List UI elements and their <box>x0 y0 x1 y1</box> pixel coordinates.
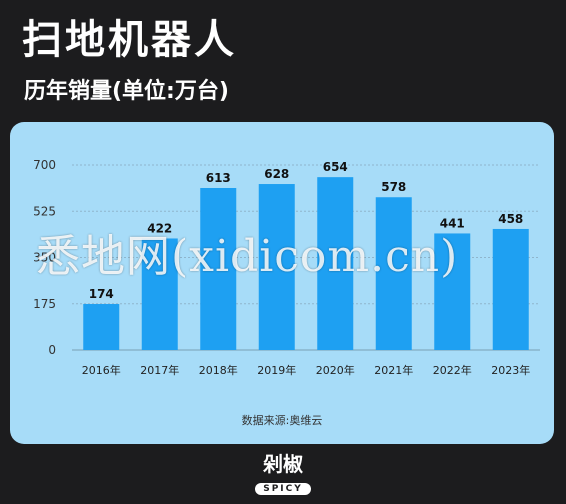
x-tick-label: 2016年 <box>82 363 121 377</box>
bar <box>258 184 295 350</box>
bar <box>200 187 237 350</box>
bar <box>141 238 178 350</box>
bar-chart: 0 175 350 525 700 174 2016年 422 2017年 613 2018年 628… <box>33 158 540 377</box>
chart-title: 扫地机器人 <box>22 17 237 63</box>
bar <box>434 233 471 350</box>
bar <box>317 177 354 350</box>
x-tick-label: 2021年 <box>374 363 413 377</box>
data-source: 数据来源:奥维云 <box>241 414 323 427</box>
data-label: 578 <box>381 180 406 194</box>
x-tick-label: 2019年 <box>257 363 296 377</box>
y-tick-label: 700 <box>33 158 56 172</box>
y-tick-label: 525 <box>33 204 56 218</box>
bar <box>375 197 412 350</box>
x-tick-label: 2023年 <box>491 363 530 377</box>
logo-name: 剁椒 <box>263 452 303 476</box>
data-label: 174 <box>89 287 114 301</box>
y-tick-label: 350 <box>33 251 56 265</box>
logo-tag: SPICY <box>255 483 311 495</box>
y-tick-label: 0 <box>48 343 56 357</box>
data-label: 441 <box>440 216 465 230</box>
bar <box>83 304 120 350</box>
x-tick-label: 2022年 <box>433 363 472 377</box>
data-label: 458 <box>498 212 523 226</box>
data-label: 613 <box>206 171 231 185</box>
x-tick-label: 2020年 <box>316 363 355 377</box>
x-tick-label: 2018年 <box>199 363 238 377</box>
chart-panel: 0 175 350 525 700 174 2016年 422 2017年 613 2018年 628… <box>10 122 554 444</box>
brand-logo: 剁椒 SPICY <box>0 452 566 495</box>
chart-subtitle: 历年销量(单位:万台) <box>24 79 229 104</box>
x-tick-label: 2017年 <box>140 363 179 377</box>
y-tick-label: 175 <box>33 297 56 311</box>
bar <box>492 228 529 350</box>
data-label: 654 <box>323 160 348 174</box>
data-label: 628 <box>264 167 289 181</box>
data-label: 422 <box>147 221 172 235</box>
